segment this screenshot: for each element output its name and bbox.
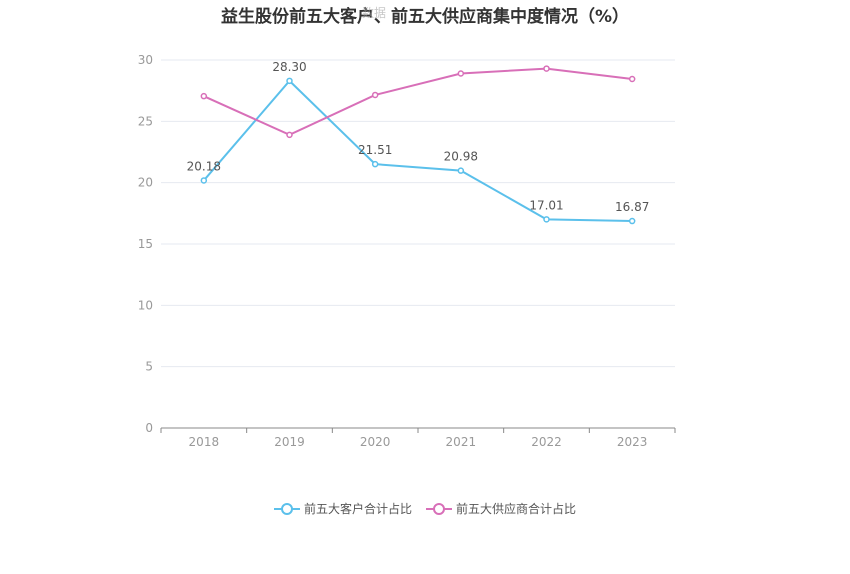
x-tick-label: 2018 (189, 435, 220, 449)
data-label: 20.18 (187, 159, 221, 173)
legend-item-1[interactable]: 前五大客户合计占比 (273, 500, 412, 517)
data-label: 20.98 (444, 150, 478, 164)
chart-title: 益生股份前五大客户、前五大供应商集中度情况（%） (220, 7, 630, 27)
legend-item-2[interactable]: 前五大供应商合计占比 (426, 500, 576, 517)
legend-marker-icon (273, 502, 300, 515)
watermark: 数据 (362, 6, 387, 20)
data-label: 21.51 (358, 143, 392, 157)
y-tick-label: 15 (138, 237, 153, 251)
legend-label: 前五大客户合计占比 (303, 502, 412, 516)
data-label: 28.30 (272, 60, 306, 74)
data-point (371, 91, 379, 99)
data-label: 17.01 (529, 198, 563, 212)
data-point (200, 92, 208, 100)
data-point (371, 160, 379, 168)
data-point (457, 167, 465, 174)
y-tick-label: 10 (138, 298, 153, 312)
data-point (286, 77, 293, 85)
data-point (543, 65, 550, 72)
x-tick-label: 2019 (274, 435, 305, 449)
data-point (628, 217, 636, 225)
legend-marker-icon (426, 502, 452, 515)
x-tick-label: 2020 (360, 435, 391, 449)
y-tick-label: 30 (138, 53, 153, 67)
y-tick-label: 5 (145, 360, 153, 374)
legend: 前五大客户合计占比 前五大供应商合计占比 (0, 500, 850, 517)
data-label: 16.87 (615, 200, 649, 214)
data-point (286, 131, 293, 139)
series-line-1 (203, 79, 633, 223)
legend-label: 前五大供应商合计占比 (456, 502, 577, 516)
data-point (200, 177, 208, 184)
y-tick-label: 25 (138, 114, 153, 128)
x-tick-label: 2021 (446, 435, 477, 449)
data-point (628, 75, 636, 83)
data-point (457, 70, 465, 77)
series-line-2 (203, 67, 633, 136)
x-tick-label: 2023 (617, 435, 648, 449)
data-point (543, 216, 550, 223)
y-tick-label: 0 (145, 421, 153, 435)
y-tick-label: 20 (138, 176, 153, 190)
x-tick-label: 2022 (531, 435, 562, 449)
